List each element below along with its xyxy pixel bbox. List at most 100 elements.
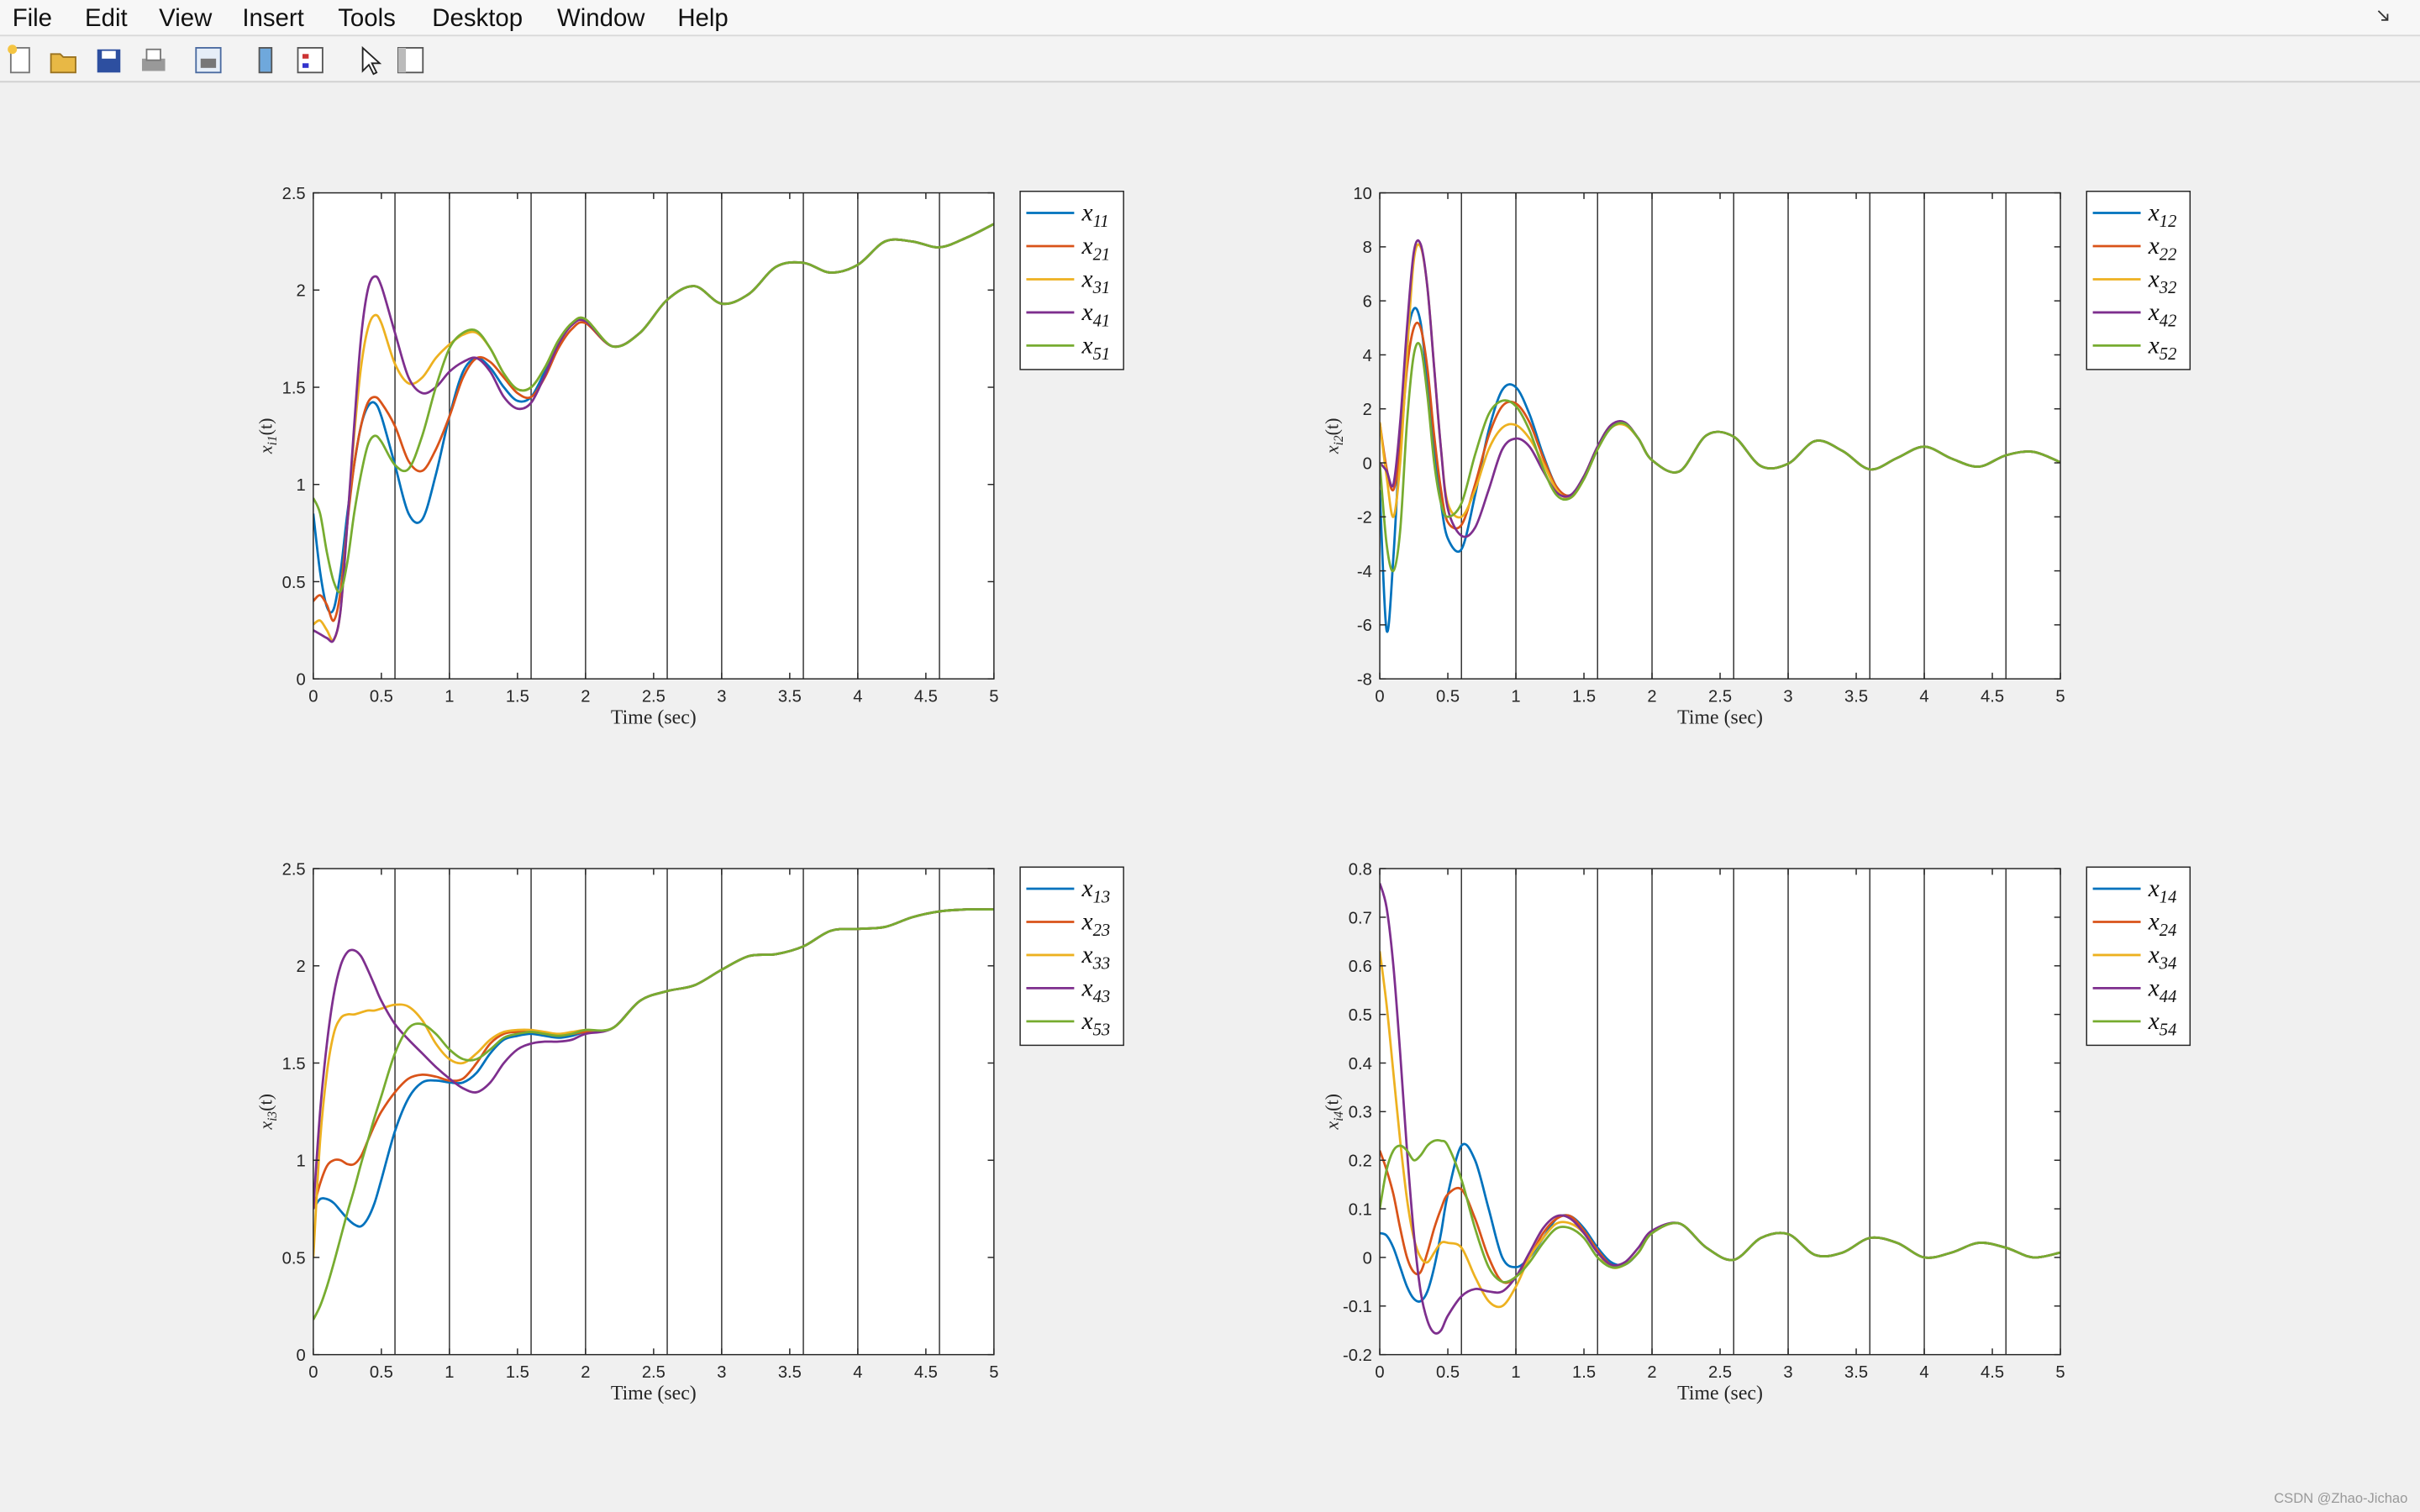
y-tick-label: 2: [1363, 401, 1372, 419]
menu-item[interactable]: Insert: [242, 4, 303, 32]
x-tick-label: 1.5: [506, 688, 529, 706]
y-tick-label: 1.5: [282, 1055, 306, 1074]
x-tick-label: 3: [1783, 688, 1792, 706]
x-tick-label: 0: [308, 688, 318, 706]
legend-button[interactable]: [297, 47, 324, 74]
y-tick-label: 0.6: [1349, 958, 1372, 976]
legend-label: x41: [1081, 299, 1111, 330]
y-tick-label: 4: [1363, 347, 1372, 365]
legend-label: x13: [1081, 875, 1111, 906]
x-tick-label: 3.5: [778, 688, 802, 706]
menu-item[interactable]: Help: [677, 4, 728, 32]
x-tick-label: 2: [1647, 1363, 1656, 1382]
legend-label: x12: [2148, 200, 2177, 231]
print-button[interactable]: [141, 48, 166, 71]
edit-plot-button[interactable]: [361, 45, 382, 76]
x-tick-label: 0.5: [1436, 688, 1460, 706]
y-tick-label: 0.8: [1349, 860, 1372, 879]
x-tick-label: 4: [1919, 688, 1928, 706]
axes: 0 0.5 1 1.5 2 2.5 3 3.5 4 4.5 5 -0.2 -0.1 0 0.1 0.2 0.3 0…: [1321, 860, 2191, 1404]
x-tick-label: 1: [445, 1363, 454, 1382]
legend-label: x22: [2148, 233, 2177, 264]
x-tick-label: 2: [581, 1363, 590, 1382]
y-tick-label: 8: [1363, 239, 1372, 257]
y-tick-label: 0.1: [1349, 1200, 1372, 1219]
x-tick-label: 1: [1511, 688, 1520, 706]
legend-label: x43: [1081, 975, 1111, 1006]
undock-button[interactable]: [2377, 10, 2389, 21]
y-tick-label: 0.4: [1349, 1055, 1372, 1074]
x-tick-label: 1.5: [506, 1363, 529, 1382]
y-tick-label: -0.2: [1343, 1347, 1372, 1365]
x-axis-label: Time (sec): [611, 1383, 697, 1404]
x-tick-label: 5: [2055, 688, 2065, 706]
legend-label: x54: [2148, 1008, 2177, 1039]
y-tick-label: 0: [1363, 1249, 1372, 1268]
x-tick-label: 4: [853, 688, 862, 706]
x-tick-label: 3: [1783, 1363, 1792, 1382]
save-button[interactable]: [97, 49, 121, 73]
x-tick-label: 5: [989, 688, 998, 706]
x-tick-label: 3.5: [1844, 688, 1868, 706]
menu-item[interactable]: View: [159, 4, 213, 32]
series-line: [313, 223, 994, 594]
watermark: CSDN @Zhao-Jichao: [2274, 1490, 2407, 1506]
legend-label: x34: [2148, 942, 2177, 973]
x-tick-label: 0.5: [1436, 1363, 1460, 1382]
plot-area: [313, 192, 994, 680]
plot-area: [1380, 192, 2061, 680]
x-tick-label: 4.5: [914, 1363, 938, 1382]
legend-label: x52: [2148, 333, 2177, 364]
x-tick-label: 1: [1511, 1363, 1520, 1382]
y-tick-label: 0.5: [282, 1249, 306, 1268]
x-tick-label: 3: [717, 1363, 726, 1382]
legend-label: x24: [2148, 909, 2177, 940]
menu-item[interactable]: File: [13, 4, 52, 32]
x-tick-label: 2.5: [642, 1363, 666, 1382]
x-tick-label: 0: [308, 1363, 318, 1382]
x-tick-label: 3.5: [778, 1363, 802, 1382]
open-button[interactable]: [50, 53, 76, 74]
x-tick-label: 5: [2055, 1363, 2065, 1382]
x-tick-label: 1.5: [1572, 1363, 1596, 1382]
legend-label: x53: [1081, 1008, 1111, 1039]
y-tick-label: 2.5: [282, 185, 306, 203]
x-tick-label: 3.5: [1844, 1363, 1868, 1382]
x-tick-label: 4: [1919, 1363, 1928, 1382]
colorbar-button[interactable]: [258, 47, 273, 74]
x-tick-label: 2: [581, 688, 590, 706]
legend-label: x51: [1081, 333, 1111, 364]
legend-label: x32: [2148, 266, 2177, 297]
legend-label: x23: [1081, 909, 1111, 940]
series-line: [313, 908, 994, 1320]
new-figure-button[interactable]: [8, 45, 30, 74]
y-tick-label: 0: [296, 671, 305, 690]
y-axis-label: xi1(t): [255, 418, 280, 455]
legend-label: x21: [1081, 233, 1111, 264]
y-axis-label: xi4(t): [1321, 1094, 1346, 1131]
menu-item[interactable]: Tools: [338, 4, 396, 32]
x-tick-label: 0: [1375, 1363, 1384, 1382]
y-tick-label: 1: [296, 476, 305, 495]
menu-item[interactable]: Window: [557, 4, 645, 32]
menu-item[interactable]: Desktop: [432, 4, 523, 32]
property-inspector-button[interactable]: [397, 47, 424, 74]
menu-item[interactable]: Edit: [85, 4, 128, 32]
y-tick-label: -8: [1357, 671, 1372, 690]
legend-label: x14: [2148, 875, 2177, 906]
legend-label: x42: [2148, 299, 2177, 330]
x-axis-label: Time (sec): [1677, 1383, 1763, 1404]
y-tick-label: 0.2: [1349, 1152, 1372, 1171]
x-tick-label: 4.5: [914, 688, 938, 706]
y-tick-label: -6: [1357, 617, 1372, 635]
y-tick-label: 2: [296, 958, 305, 976]
y-tick-label: 6: [1363, 293, 1372, 312]
print-preview-button[interactable]: [195, 47, 222, 74]
menu-bar: [0, 0, 2420, 36]
y-tick-label: -2: [1357, 509, 1372, 528]
x-axis-label: Time (sec): [1677, 706, 1763, 728]
